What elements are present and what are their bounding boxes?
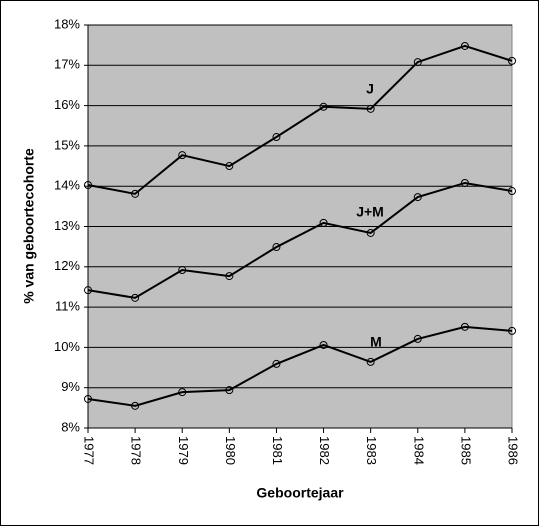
point (178, 151, 187, 160)
point (508, 56, 516, 65)
y-tick-label: 15% (54, 137, 80, 152)
y-tick-label: 9% (61, 379, 80, 394)
x-tick-label: 1982 (317, 436, 332, 465)
point (460, 41, 469, 50)
y-tick-label: 8% (61, 419, 80, 434)
y-tick-label: 17% (54, 57, 80, 72)
y-tick-label: 11% (55, 299, 80, 314)
x-tick-label: 1986 (506, 436, 521, 465)
point (225, 386, 234, 395)
y-tick-label: 12% (54, 258, 80, 273)
series-line (87, 181, 513, 299)
point (131, 293, 140, 302)
x-tick-label: 1978 (129, 436, 144, 465)
y-tick-label: 14% (54, 178, 80, 193)
point (131, 401, 140, 410)
point (178, 266, 187, 275)
point (319, 218, 328, 227)
series-label: J+M (356, 204, 384, 220)
point (366, 104, 375, 113)
y-axis-title: % van geboortecohorte (21, 148, 37, 304)
point (272, 359, 281, 368)
x-tick-label: 1979 (176, 436, 191, 465)
point (413, 193, 422, 202)
x-tick-label: 1985 (458, 436, 473, 465)
point (508, 326, 516, 335)
x-tick-label: 1977 (82, 436, 97, 465)
point (413, 334, 422, 343)
point (225, 162, 234, 171)
x-tick-label: 1984 (411, 436, 426, 465)
x-tick-label: 1983 (364, 436, 379, 465)
series-label: J (366, 81, 374, 97)
point (366, 228, 375, 237)
point (131, 189, 140, 198)
point (460, 322, 469, 331)
point (460, 178, 469, 187)
point (84, 394, 92, 403)
x-tick-label: 1981 (270, 436, 285, 465)
point (413, 58, 422, 67)
point (508, 187, 516, 196)
series-label: M (370, 334, 382, 350)
x-tick-label: 1980 (223, 436, 238, 465)
series-line (87, 44, 513, 195)
point (84, 180, 92, 189)
x-axis-title: Geboortejaar (256, 485, 344, 501)
point (272, 243, 281, 252)
point (366, 357, 375, 366)
y-tick-label: 10% (54, 339, 80, 354)
series-line (87, 325, 513, 407)
y-tick-label: 13% (54, 218, 80, 233)
y-tick-label: 18% (54, 16, 80, 31)
point (272, 133, 281, 142)
point (178, 388, 187, 397)
point (225, 272, 234, 281)
point (319, 340, 328, 349)
point (319, 102, 328, 111)
y-tick-label: 16% (54, 97, 80, 112)
point (84, 286, 92, 295)
